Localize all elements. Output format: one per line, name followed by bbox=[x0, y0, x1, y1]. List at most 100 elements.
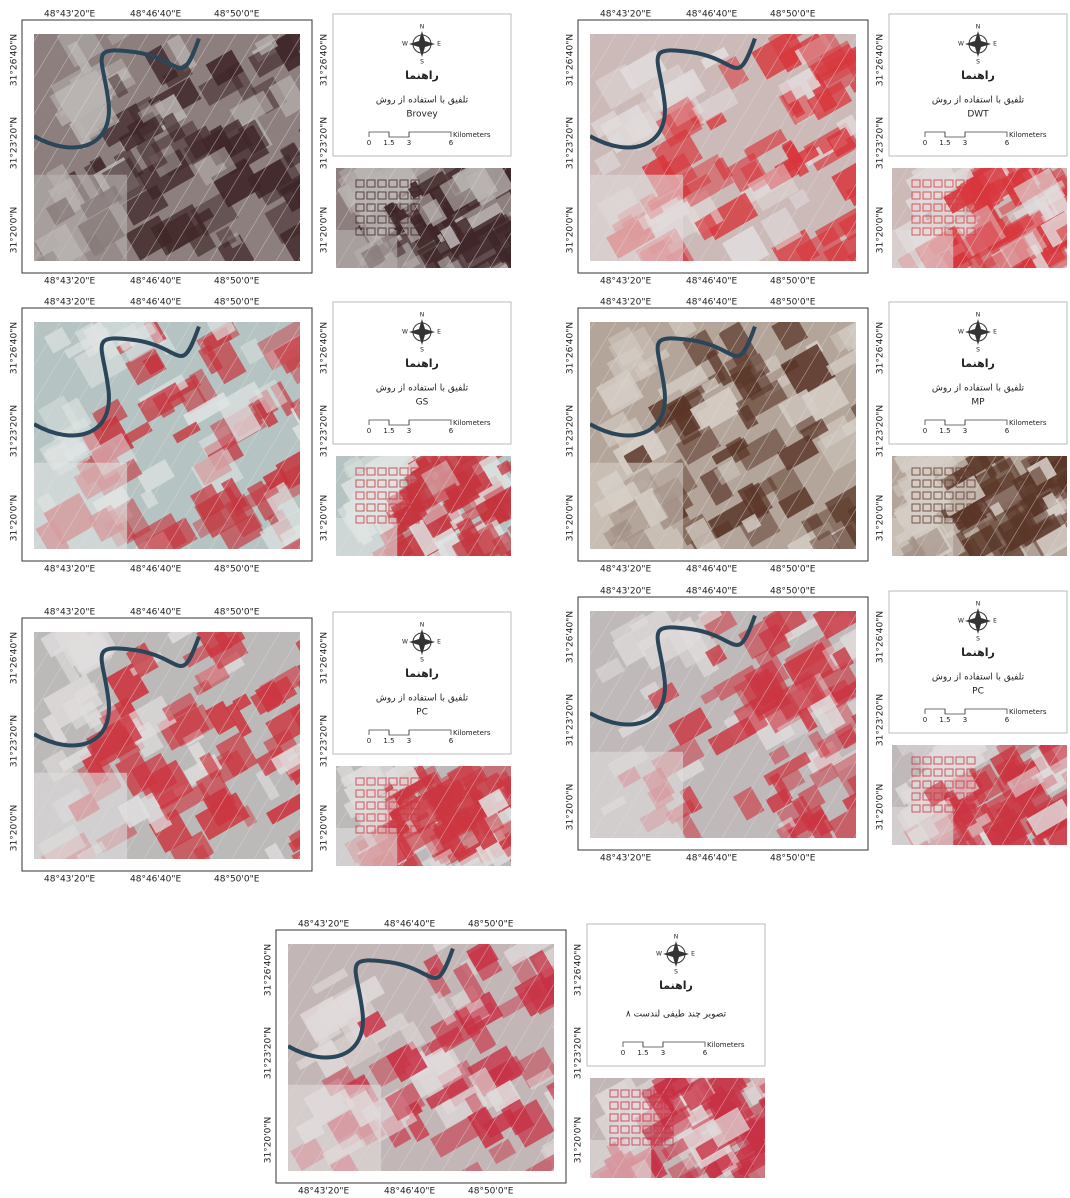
map-field bbox=[764, 1092, 812, 1128]
y-coord-right: 31°26'40"N bbox=[320, 632, 330, 684]
y-coord-left: 31°26'40"N bbox=[566, 322, 576, 374]
x-coord-bottom: 48°50'0"E bbox=[770, 854, 816, 864]
compass-w: W bbox=[958, 329, 964, 336]
method-caption: تلفیق با استفاده از روش bbox=[932, 384, 1025, 394]
map-field bbox=[505, 235, 560, 288]
y-coord-right: 31°26'40"N bbox=[876, 611, 886, 663]
method-caption: تلفیق با استفاده از روش bbox=[376, 384, 469, 394]
legend-title: راهنما bbox=[659, 979, 693, 992]
compass-w: W bbox=[958, 618, 964, 625]
y-coord-left: 31°20'0"N bbox=[566, 207, 576, 253]
x-coord-bottom: 48°50'0"E bbox=[468, 1187, 514, 1197]
y-coord-right: 31°20'0"N bbox=[320, 805, 330, 851]
map-road bbox=[112, 944, 248, 1171]
compass-w: W bbox=[402, 639, 408, 646]
urban-area bbox=[892, 230, 953, 268]
method-name: PC bbox=[972, 687, 984, 697]
y-coord-right: 31°23'20"N bbox=[876, 694, 886, 746]
y-coord-left: 31°26'40"N bbox=[264, 944, 274, 996]
legend-title: راهنما bbox=[961, 646, 995, 659]
x-coord-top: 48°43'20"E bbox=[44, 608, 95, 618]
method-name: DWT bbox=[967, 110, 989, 120]
compass-e: E bbox=[993, 618, 997, 625]
y-coord-left: 31°23'20"N bbox=[10, 405, 20, 457]
map-field bbox=[759, 1080, 805, 1118]
urban-area bbox=[590, 175, 683, 261]
compass-e: E bbox=[437, 329, 441, 336]
legend-title: راهنما bbox=[961, 69, 995, 82]
map-field bbox=[504, 824, 558, 874]
figure: 48°43'20"E 48°43'20"E 48°46'40"E 48°46'40"E… bbox=[0, 0, 1070, 1198]
x-coord-top: 48°43'20"E bbox=[298, 920, 349, 930]
method-caption: تلفیق با استفاده از روش bbox=[932, 673, 1025, 683]
map-field bbox=[504, 215, 555, 263]
x-coord-top: 48°50'0"E bbox=[770, 10, 816, 20]
legend-title: راهنما bbox=[961, 357, 995, 370]
compass-s: S bbox=[420, 347, 424, 354]
compass-n: N bbox=[674, 934, 679, 941]
x-coord-bottom: 48°43'20"E bbox=[600, 565, 651, 575]
urban-area bbox=[590, 752, 683, 838]
legend-title: راهنما bbox=[405, 69, 439, 82]
y-coord-left: 31°20'0"N bbox=[10, 495, 20, 541]
map-road bbox=[986, 1078, 1046, 1178]
y-coord-right: 31°23'20"N bbox=[876, 405, 886, 457]
map-field bbox=[1067, 516, 1070, 546]
x-coord-top: 48°46'40"E bbox=[686, 10, 737, 20]
y-coord-left: 31°20'0"N bbox=[566, 784, 576, 830]
compass-s: S bbox=[976, 59, 980, 66]
compass-w: W bbox=[656, 951, 662, 958]
compass-e: E bbox=[993, 41, 997, 48]
y-coord-left: 31°23'20"N bbox=[264, 1027, 274, 1079]
scale-tick: 1.5 bbox=[939, 427, 950, 435]
x-coord-bottom: 48°46'40"E bbox=[686, 854, 737, 864]
urban-area bbox=[34, 463, 127, 549]
scale-tick: 0 bbox=[367, 139, 371, 147]
x-coord-bottom: 48°43'20"E bbox=[44, 875, 95, 885]
x-coord-top: 48°46'40"E bbox=[130, 298, 181, 308]
map-road bbox=[512, 456, 572, 556]
map-road bbox=[134, 944, 270, 1171]
map-road bbox=[876, 1078, 936, 1178]
method-caption: تلفیق با استفاده از روش bbox=[932, 96, 1025, 106]
x-coord-bottom: 48°46'40"E bbox=[130, 875, 181, 885]
scale-tick: 6 bbox=[449, 139, 454, 147]
compass-e: E bbox=[691, 951, 695, 958]
y-coord-right: 31°26'40"N bbox=[320, 322, 330, 374]
scale-unit: Kilometers bbox=[1009, 708, 1047, 716]
y-coord-right: 31°26'40"N bbox=[320, 34, 330, 86]
map-road bbox=[942, 1078, 1002, 1178]
scale-unit: Kilometers bbox=[707, 1041, 745, 1049]
map-field bbox=[508, 234, 553, 274]
scale-unit: Kilometers bbox=[453, 729, 491, 737]
y-coord-left: 31°20'0"N bbox=[10, 805, 20, 851]
map-field bbox=[507, 464, 544, 499]
map-road bbox=[766, 1078, 826, 1178]
y-coord-left: 31°20'0"N bbox=[566, 495, 576, 541]
compass-s: S bbox=[976, 347, 980, 354]
compass-n: N bbox=[420, 24, 425, 31]
method-caption: تلفیق با استفاده از روش bbox=[376, 96, 469, 106]
legend-title: راهنما bbox=[405, 357, 439, 370]
map-field bbox=[1066, 513, 1070, 554]
compass-n: N bbox=[976, 312, 981, 319]
compass-w: W bbox=[402, 329, 408, 336]
y-coord-right: 31°23'20"N bbox=[320, 405, 330, 457]
method-name: GS bbox=[416, 398, 429, 408]
compass-w: W bbox=[958, 41, 964, 48]
map-field bbox=[762, 1127, 796, 1163]
method-caption: تلفیق با استفاده از روش bbox=[376, 694, 469, 704]
y-coord-left: 31°23'20"N bbox=[566, 405, 576, 457]
method-name: Brovey bbox=[406, 110, 438, 120]
scale-unit: Kilometers bbox=[1009, 131, 1047, 139]
scale-tick: 0 bbox=[367, 737, 371, 745]
x-coord-top: 48°46'40"E bbox=[130, 10, 181, 20]
map-road bbox=[90, 944, 226, 1171]
map-road bbox=[898, 1078, 958, 1178]
method-name: MP bbox=[971, 398, 985, 408]
x-coord-top: 48°43'20"E bbox=[44, 10, 95, 20]
map-road bbox=[832, 1078, 892, 1178]
compass-s: S bbox=[976, 636, 980, 643]
y-coord-right: 31°20'0"N bbox=[876, 784, 886, 830]
map-road bbox=[1008, 1078, 1068, 1178]
